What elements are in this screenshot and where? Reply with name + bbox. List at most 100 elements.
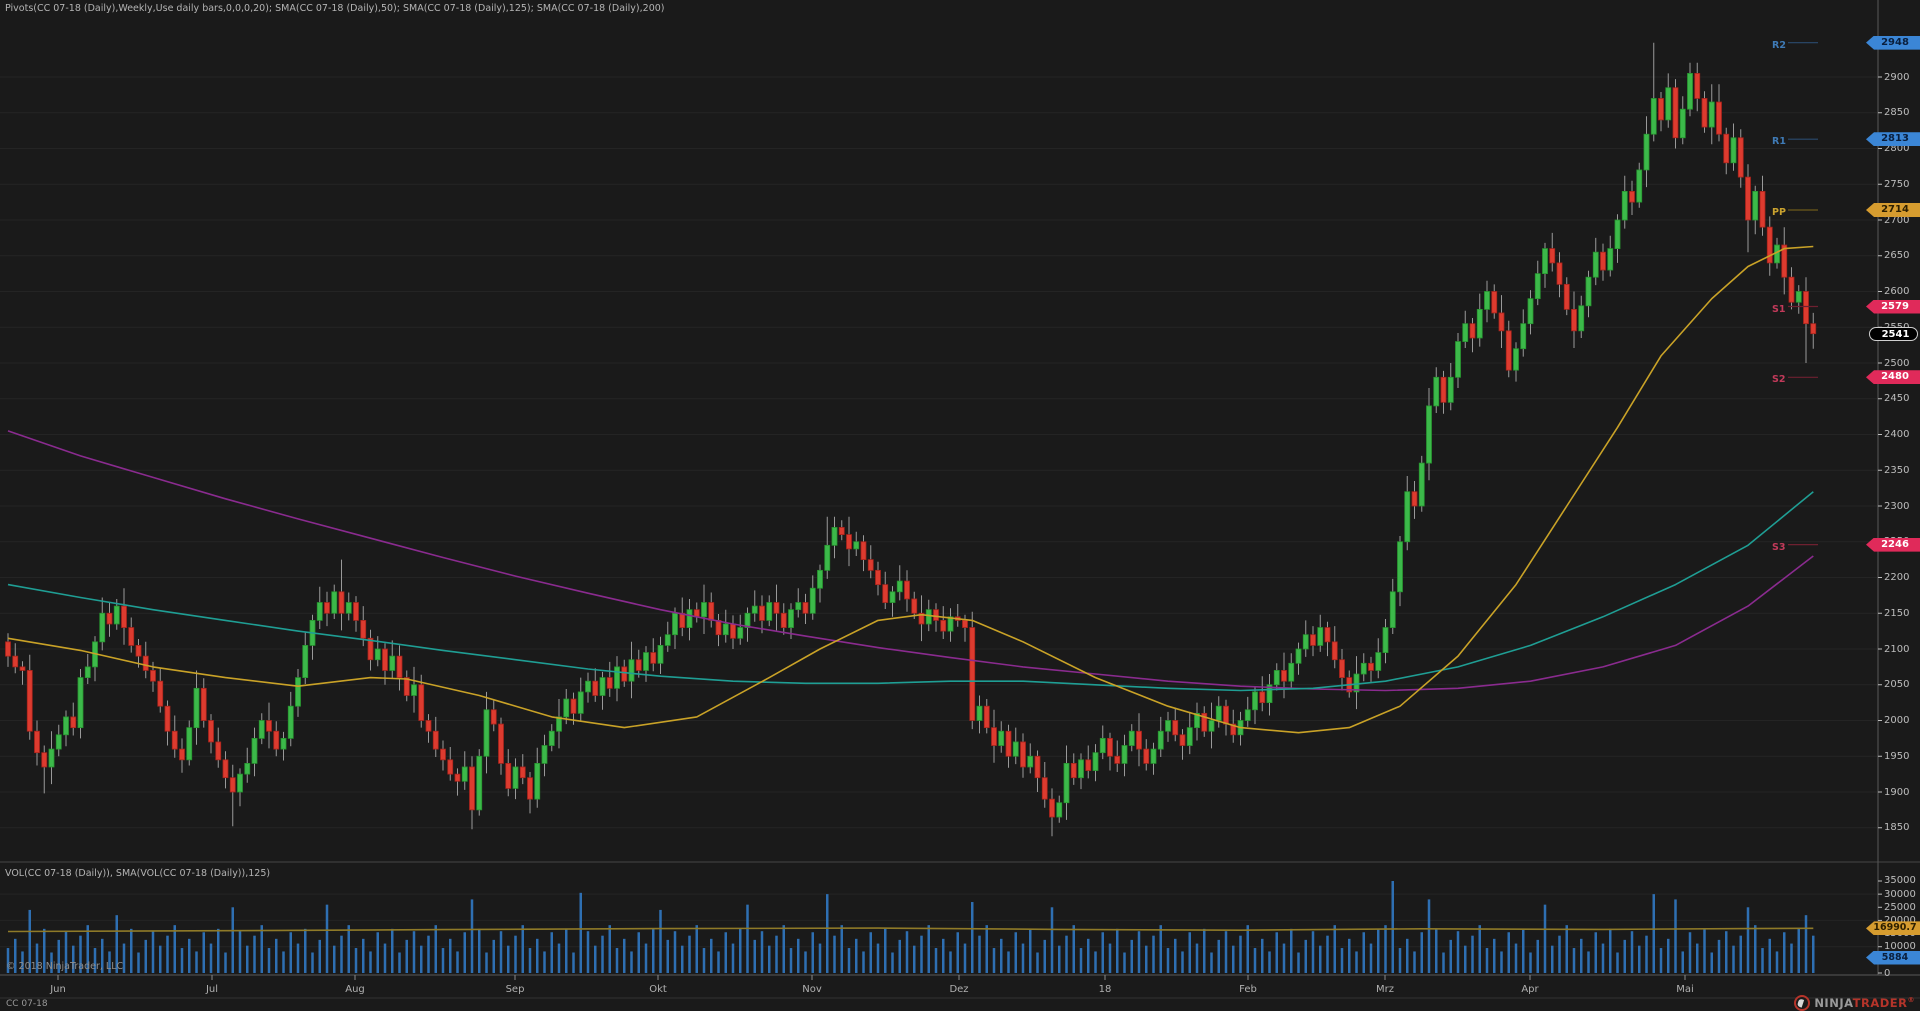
candle-down xyxy=(904,580,910,600)
month-label-mai: Mai xyxy=(1676,984,1694,995)
volume-bar xyxy=(434,925,437,973)
candle-up xyxy=(316,602,323,621)
candle-up xyxy=(1708,101,1715,128)
price-tick-label: 1850 xyxy=(1884,822,1910,834)
candle-down xyxy=(1331,641,1338,661)
volume-bar xyxy=(1391,880,1394,973)
candle-down xyxy=(867,559,874,571)
candle-up xyxy=(664,634,671,646)
candle-up xyxy=(186,727,193,761)
month-label-aug: Aug xyxy=(345,984,365,995)
month-label-jul: Jul xyxy=(205,984,219,995)
volume-bar xyxy=(1152,935,1155,973)
volume-bar xyxy=(768,945,771,973)
volume-bar xyxy=(246,945,249,973)
candle-down xyxy=(1020,741,1026,768)
volume-bar xyxy=(1623,939,1626,973)
volume-bar xyxy=(731,943,735,973)
price-tick-label: 2800 xyxy=(1884,143,1910,154)
price-axis-marker-2246: 2246 xyxy=(1866,537,1920,552)
instrument-tab[interactable]: CC 07-18 xyxy=(6,999,48,1009)
volume-bar xyxy=(695,925,698,973)
price-tick-label: 2900 xyxy=(1884,71,1910,83)
candle-down xyxy=(1230,723,1237,736)
candle-down xyxy=(1716,101,1722,135)
price-axis-marker-2541: 2541 xyxy=(1869,326,1918,341)
price-axis-marker-2948: 2948 xyxy=(1866,35,1920,50)
volume-bar xyxy=(1297,952,1300,973)
volume-bar xyxy=(1072,925,1075,973)
volume-bar xyxy=(1790,943,1793,973)
candle-up xyxy=(1520,323,1527,350)
candle-down xyxy=(505,763,512,789)
volume-bar xyxy=(1493,938,1496,973)
volume-bar xyxy=(971,902,974,973)
volume-bar xyxy=(565,928,568,973)
candle-up xyxy=(947,616,954,632)
volume-bar xyxy=(1268,951,1271,973)
volume-bar xyxy=(1036,952,1039,973)
volume-bar xyxy=(1471,935,1474,973)
volume-bar xyxy=(1094,951,1097,973)
candle-down xyxy=(1803,291,1809,325)
volume-bar xyxy=(789,948,793,973)
volume-bar xyxy=(325,904,329,973)
candle-up xyxy=(193,687,200,729)
candle-up xyxy=(1375,652,1382,671)
volume-tick-label: 10000 xyxy=(1884,941,1916,953)
volume-bar xyxy=(1725,931,1728,973)
candle-down xyxy=(1571,308,1577,332)
candle-up xyxy=(295,677,301,707)
volume-bar xyxy=(826,894,829,973)
volume-bar xyxy=(1812,935,1815,973)
candle-down xyxy=(469,766,475,811)
volume-bar xyxy=(949,951,952,973)
candle-down xyxy=(121,605,127,628)
candle-up xyxy=(331,591,338,614)
candle-down xyxy=(324,602,330,614)
volume-bar xyxy=(50,952,53,973)
candle-up xyxy=(541,745,548,764)
candle-up xyxy=(411,684,417,696)
volume-bar xyxy=(608,925,611,973)
candle-down xyxy=(432,730,439,750)
volume-bar xyxy=(43,928,46,973)
candle-down xyxy=(1556,262,1563,285)
candle-down xyxy=(1201,712,1208,732)
candle-down xyxy=(940,620,947,632)
volume-bar xyxy=(1145,945,1148,973)
candle-down xyxy=(730,623,736,639)
volume-bar xyxy=(1246,925,1249,973)
volume-bar xyxy=(1580,938,1583,973)
price-tick-label: 2500 xyxy=(1884,357,1910,369)
volume-bar xyxy=(1340,948,1344,973)
volume-bar xyxy=(296,943,300,973)
candle-up xyxy=(1447,376,1454,403)
volume-bar xyxy=(79,935,82,973)
volume-bar xyxy=(1275,932,1278,973)
volume-bar xyxy=(942,938,945,973)
candle-down xyxy=(1505,330,1512,371)
month-label-okt: Okt xyxy=(649,984,667,995)
volume-bar xyxy=(1551,945,1554,973)
volume-bar xyxy=(1710,952,1713,973)
volume-bar xyxy=(1290,928,1293,973)
candle-down xyxy=(1491,291,1498,314)
candle-up xyxy=(1592,251,1599,278)
candle-up xyxy=(722,623,729,636)
volume-bar xyxy=(1783,932,1786,973)
candle-up xyxy=(237,773,243,793)
volume-bar xyxy=(1239,935,1242,973)
candle-down xyxy=(846,534,852,550)
volume-bar xyxy=(572,952,575,973)
candle-down xyxy=(1694,73,1701,99)
volume-bar xyxy=(231,907,234,973)
candle-up xyxy=(1578,305,1585,332)
volume-bar xyxy=(383,943,387,973)
volume-bar xyxy=(811,932,814,973)
candle-down xyxy=(1563,283,1570,310)
candle-down xyxy=(527,777,533,800)
candle-down xyxy=(418,684,425,721)
volume-bar xyxy=(1572,948,1576,973)
